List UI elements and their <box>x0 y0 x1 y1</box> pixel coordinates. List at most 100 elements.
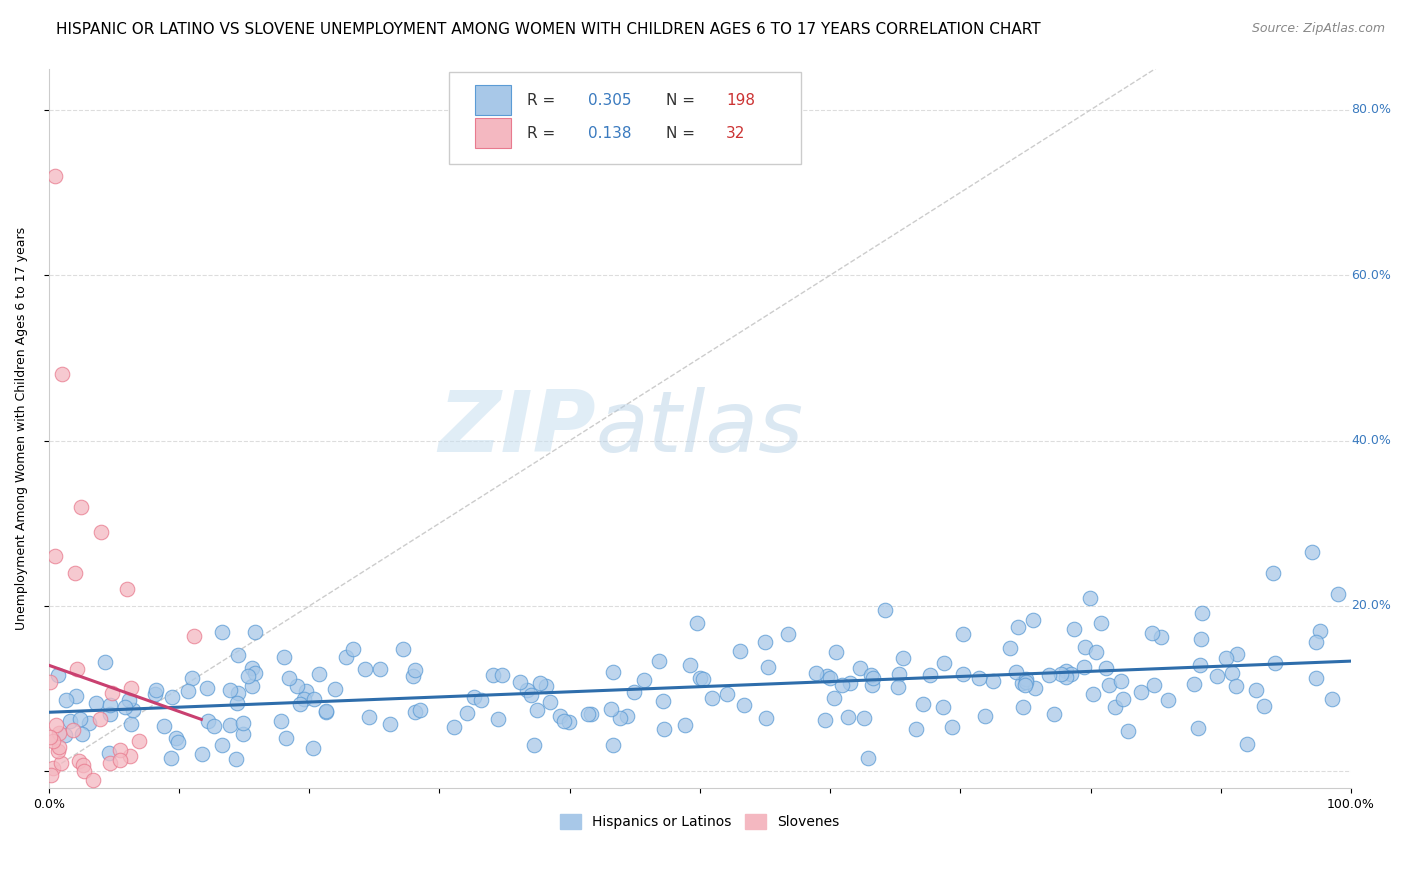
FancyBboxPatch shape <box>449 72 801 164</box>
Text: Source: ZipAtlas.com: Source: ZipAtlas.com <box>1251 22 1385 36</box>
Point <box>443 720 465 734</box>
Point <box>73 764 96 778</box>
Point <box>1246 683 1268 698</box>
Point <box>1309 624 1331 638</box>
Point <box>89 712 111 726</box>
Point <box>70 727 93 741</box>
Point <box>122 703 145 717</box>
Point <box>1090 615 1112 630</box>
Text: 40.0%: 40.0% <box>1351 434 1391 447</box>
Point <box>402 669 425 683</box>
Bar <box>475 85 512 115</box>
Point <box>90 524 112 539</box>
Point <box>42 734 65 748</box>
Point <box>153 719 176 733</box>
Point <box>225 752 247 766</box>
Point <box>42 761 65 775</box>
Point <box>39 730 62 744</box>
Legend: Hispanics or Latinos, Slovenes: Hispanics or Latinos, Slovenes <box>554 809 845 835</box>
Point <box>323 681 346 696</box>
Point <box>48 740 70 755</box>
Point <box>48 726 70 740</box>
Point <box>359 709 381 723</box>
Point <box>1024 681 1046 696</box>
Point <box>404 663 426 677</box>
Point <box>1305 671 1327 685</box>
Point <box>409 704 432 718</box>
Point <box>602 738 624 752</box>
Point <box>1014 678 1036 692</box>
Point <box>1022 613 1045 627</box>
Point <box>108 742 131 756</box>
Point <box>295 683 318 698</box>
Point <box>1305 635 1327 649</box>
Point <box>538 695 561 709</box>
Point <box>243 625 266 640</box>
Point <box>814 713 837 727</box>
Point <box>1043 707 1066 722</box>
Point <box>853 711 876 725</box>
Point <box>270 714 292 728</box>
Text: 0.305: 0.305 <box>588 93 631 108</box>
Point <box>1253 698 1275 713</box>
Point <box>226 696 249 710</box>
Point <box>98 756 121 771</box>
Point <box>1225 680 1247 694</box>
Point <box>1327 586 1350 600</box>
Point <box>1038 668 1060 682</box>
Point <box>51 368 73 382</box>
Point <box>143 687 166 701</box>
Point <box>162 690 184 705</box>
Point <box>1301 545 1323 559</box>
Point <box>1050 667 1073 681</box>
Point <box>456 706 478 720</box>
Point <box>195 681 218 695</box>
Point <box>548 709 571 723</box>
Point <box>1063 622 1085 636</box>
Point <box>1007 620 1029 634</box>
Point <box>290 697 312 711</box>
Point <box>1073 659 1095 673</box>
Point <box>191 747 214 761</box>
Text: 80.0%: 80.0% <box>1351 103 1391 116</box>
Point <box>315 705 337 719</box>
Point <box>891 651 914 665</box>
Point <box>1059 667 1081 681</box>
Point <box>1142 678 1164 692</box>
Point <box>160 751 183 765</box>
Point <box>1098 677 1121 691</box>
Point <box>69 712 91 726</box>
Point <box>673 718 696 732</box>
Point <box>756 660 779 674</box>
Point <box>470 693 492 707</box>
Point <box>754 635 776 649</box>
Text: R =: R = <box>527 126 555 141</box>
Point <box>1264 656 1286 670</box>
Point <box>44 549 66 564</box>
Point <box>302 740 325 755</box>
Point <box>692 672 714 686</box>
Point <box>46 668 69 682</box>
Point <box>491 668 513 682</box>
Text: 60.0%: 60.0% <box>1351 268 1391 282</box>
Point <box>1014 675 1036 690</box>
Point <box>55 693 77 707</box>
Point <box>1112 692 1135 706</box>
Point <box>46 744 69 758</box>
Point <box>226 648 249 662</box>
Point <box>238 669 260 683</box>
Text: N =: N = <box>666 93 695 108</box>
Point <box>1104 700 1126 714</box>
Point <box>1182 677 1205 691</box>
Point <box>887 680 910 694</box>
Point <box>181 671 204 685</box>
Point <box>616 708 638 723</box>
Text: ZIP: ZIP <box>439 386 596 470</box>
Point <box>232 716 254 731</box>
Point <box>232 727 254 741</box>
Point <box>145 683 167 698</box>
Point <box>536 680 558 694</box>
Point <box>177 684 200 698</box>
Point <box>39 768 62 782</box>
Point <box>120 749 142 764</box>
